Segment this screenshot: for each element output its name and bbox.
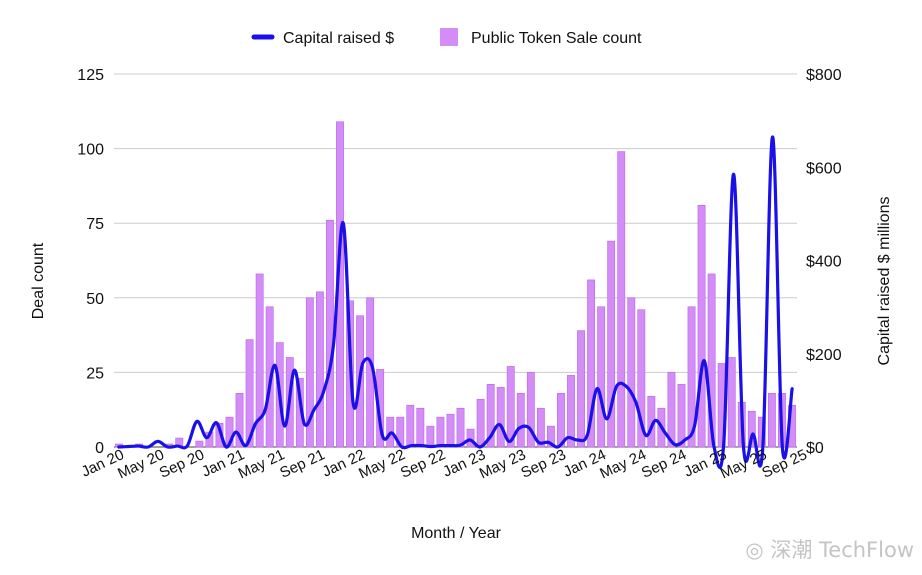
y-tick-left: 125 (77, 67, 104, 84)
bar (526, 372, 535, 448)
y-tick-right: $0 (806, 440, 824, 457)
bar (426, 425, 435, 448)
bar (315, 291, 324, 448)
bar (326, 219, 334, 448)
bar (406, 404, 415, 448)
watermark: ◎ 深潮 TechFlow (745, 538, 914, 562)
x-tick-label: Sep 20 (157, 446, 207, 482)
bar (235, 392, 244, 448)
y-tick-right: $200 (806, 347, 842, 364)
y-tick-right: $400 (806, 254, 842, 271)
capital-raised-line (117, 135, 794, 470)
bar (516, 392, 525, 448)
legend-label-token-sale: Public Token Sale count (471, 30, 642, 47)
bar (245, 339, 254, 448)
bar (466, 428, 475, 448)
bar (597, 306, 606, 448)
y-tick-left: 100 (77, 142, 104, 159)
bar (587, 279, 596, 448)
bar (255, 273, 264, 448)
y-tick-right: $600 (806, 160, 842, 177)
x-axis-title: Month / Year (411, 525, 502, 542)
bar (456, 407, 465, 448)
bar (436, 416, 445, 448)
y-tick-right: $800 (806, 67, 842, 84)
bar (677, 384, 686, 448)
y-tick-left: 75 (86, 216, 104, 233)
bar (627, 297, 636, 448)
y-axis-title-left: Deal count (30, 242, 47, 319)
bar (687, 306, 696, 448)
bar (567, 375, 575, 448)
bar (747, 410, 756, 448)
bar (225, 416, 234, 448)
bar (506, 366, 515, 448)
bar (446, 413, 455, 448)
bar-series (115, 121, 796, 448)
y-tick-left: 50 (86, 291, 104, 308)
legend: Capital raised $ Public Token Sale count (251, 28, 642, 47)
bar (376, 369, 385, 448)
bar (707, 273, 716, 448)
bar (667, 372, 676, 448)
x-tick-label: Sep 24 (639, 446, 689, 482)
bar (697, 204, 706, 448)
bar (215, 422, 224, 448)
bar (195, 440, 204, 448)
bar (496, 387, 505, 448)
bar (727, 357, 736, 448)
bar (305, 297, 314, 448)
bar (577, 330, 585, 448)
y-axis-title-right: Capital raised $ millions (876, 197, 893, 366)
legend-label-capital: Capital raised $ (283, 30, 394, 47)
bar (547, 425, 555, 448)
legend-bar-swatch (440, 28, 458, 46)
bar (416, 407, 425, 448)
bar (767, 392, 776, 448)
bar (607, 240, 616, 448)
y-tick-left: 25 (86, 365, 104, 382)
bar (557, 392, 565, 448)
x-tick-label: Sep 21 (277, 446, 327, 482)
bar (486, 384, 495, 448)
x-tick-label: Sep 22 (398, 446, 448, 482)
bar (617, 151, 626, 448)
bar (637, 309, 646, 448)
y-tick-left: 0 (95, 440, 104, 457)
line-series (117, 135, 794, 470)
x-tick-label: Sep 23 (518, 446, 568, 482)
bar (476, 398, 485, 448)
bar (536, 407, 545, 448)
